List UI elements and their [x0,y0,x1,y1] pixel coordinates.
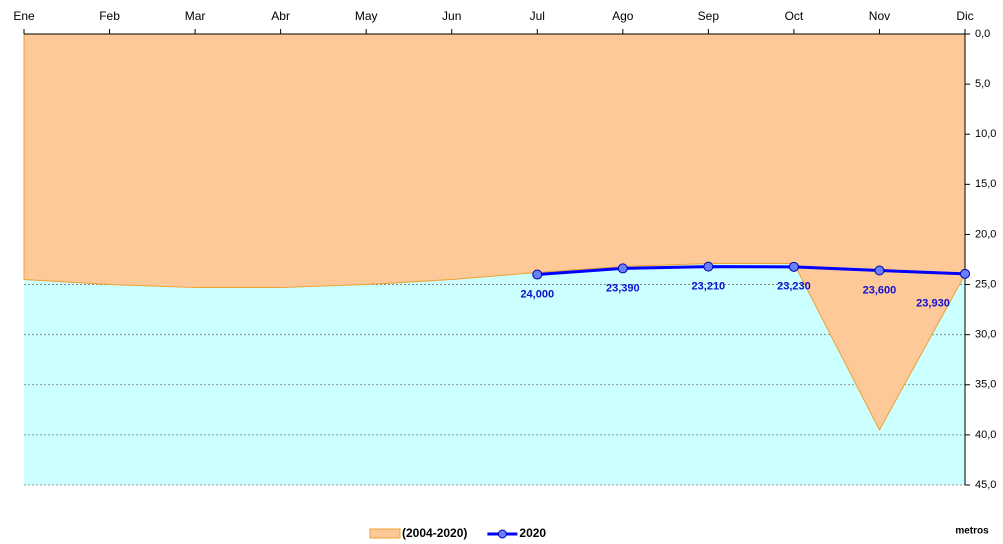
y-tick-label: 0,0 [975,28,990,40]
legend-swatch [369,528,401,539]
y-tick-label: 45,0 [975,479,996,491]
y-tick-label: 25,0 [975,278,996,290]
value-label: 23,600 [863,284,897,296]
y-tick-label: 5,0 [975,78,990,90]
value-label: 23,210 [692,281,726,293]
legend-label: 2020 [519,526,546,540]
marker [960,268,970,279]
marker [874,265,885,276]
y-tick-label: 35,0 [975,379,996,391]
x-tick-label: Oct [785,9,804,23]
x-tick-label: Ene [13,9,35,23]
x-tick-label: Abr [271,9,290,23]
x-tick-label: Feb [99,9,120,23]
marker [703,261,714,272]
value-label: 23,930 [916,298,950,310]
x-tick-label: Nov [869,9,890,23]
legend-label: (2004-2020) [402,526,467,540]
legend-marker [497,529,507,539]
y-axis-label: metros [955,526,989,537]
y-tick-label: 10,0 [975,128,996,140]
value-label: 23,230 [777,281,811,293]
y-tick-label: 30,0 [975,329,996,341]
y-tick-label: 40,0 [975,429,996,441]
y-tick-label: 20,0 [975,228,996,240]
value-label: 24,000 [520,288,554,300]
marker [532,269,543,280]
marker [617,263,628,274]
x-tick-label: Ago [612,9,634,23]
value-label: 23,390 [606,282,640,294]
marker [788,261,799,272]
y-tick-label: 15,0 [975,178,996,190]
x-tick-label: Jul [530,9,545,23]
x-tick-label: Jun [442,9,461,23]
line [537,265,966,277]
x-tick-label: Sep [698,9,720,23]
x-tick-label: May [355,9,378,23]
x-tick-label: Mar [185,9,206,23]
x-tick-label: Dic [956,9,973,23]
